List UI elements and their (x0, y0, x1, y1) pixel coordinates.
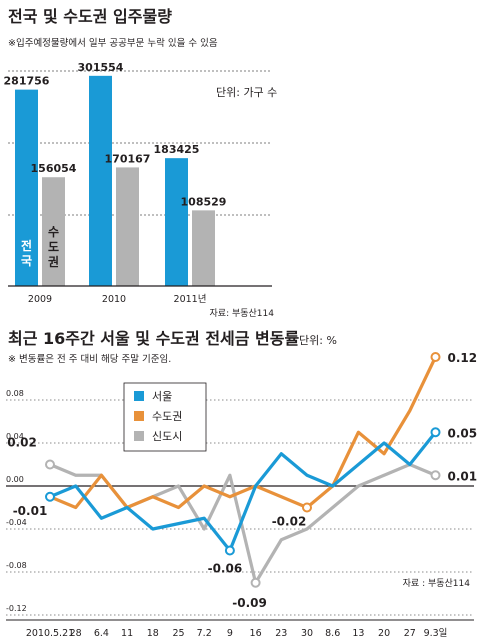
y-tick-label: -0.08 (6, 561, 27, 570)
legend-label: 신도시 (152, 430, 182, 443)
bar-capital-2 (192, 210, 215, 286)
line-chart-note: ※ 변동률은 전 주 대비 해당 주말 기준임. (8, 353, 171, 365)
bar-value-label: 108529 (181, 195, 227, 208)
point-value-label: 0.05 (448, 426, 478, 440)
point-value-label: 0.02 (7, 436, 37, 450)
series-line-0 (49, 431, 437, 553)
x-tick-label: 2010.5.21 (26, 628, 74, 639)
bar-value-label: 301554 (78, 61, 124, 74)
x-tick-label: 27 (404, 628, 416, 639)
bar-category-label: 2011년 (174, 294, 207, 305)
point-value-label: -0.02 (272, 515, 307, 529)
legend-label: 서울 (152, 390, 172, 403)
bar-chart-source: 자료: 부동산114 (210, 308, 275, 319)
supply-bar-chart: 전국 및 수도권 입주물량 ※입주예정물량에서 일부 공공부문 누락 있을 수 … (4, 7, 278, 319)
bar-value-label: 170167 (105, 152, 151, 165)
y-tick-label: -0.04 (6, 518, 27, 527)
point-value-label: -0.06 (208, 562, 243, 576)
point-value-label: -0.01 (13, 504, 48, 518)
line-chart-title: 최근 16주간 서울 및 수도권 전세금 변동률 (8, 329, 299, 348)
point-marker (45, 491, 55, 502)
bar-value-label: 281756 (4, 75, 50, 88)
bar-category-label: 2010 (102, 294, 126, 305)
point-marker (430, 470, 441, 481)
y-tick-label: 0.08 (6, 389, 24, 398)
y-tick-label: 0.04 (6, 432, 24, 441)
jeonse-line-chart: 최근 16주간 서울 및 수도권 전세금 변동률 단위: % ※ 변동률은 전 … (6, 329, 477, 639)
x-tick-label: 6.4 (94, 628, 109, 639)
x-tick-label: 9 (227, 628, 233, 639)
point-value-label: -0.09 (232, 596, 267, 610)
bar-chart-unit: 단위: 가구 수 (216, 86, 277, 99)
x-tick-label: 11 (121, 628, 133, 639)
bar-national-0 (15, 89, 38, 286)
x-tick-label: 28 (70, 628, 82, 639)
x-tick-label: 25 (172, 628, 184, 639)
x-tick-label: 18 (147, 628, 159, 639)
bar-chart-title: 전국 및 수도권 입주물량 (8, 7, 172, 26)
x-tick-label: 23 (275, 628, 287, 639)
point-marker (45, 459, 55, 470)
bar-chart-note: ※입주예정물량에서 일부 공공부문 누락 있을 수 있음 (8, 37, 218, 49)
line-chart-source: 자료 : 부동산114 (403, 578, 471, 589)
x-tick-label: 20 (378, 628, 390, 639)
legend-swatch (134, 391, 144, 401)
x-tick-label: 13 (352, 628, 364, 639)
bar-category-label: 2009 (28, 294, 52, 305)
x-tick-label: 8.6 (325, 628, 340, 639)
point-marker (224, 545, 235, 556)
legend-label: 수도권 (152, 410, 182, 423)
point-value-label: 0.01 (448, 469, 478, 483)
bar-value-label: 183425 (154, 143, 200, 156)
bar-value-label: 156054 (31, 162, 77, 175)
y-tick-label: -0.12 (6, 604, 27, 613)
bar-capital-1 (116, 167, 139, 286)
x-tick-label: 16 (250, 628, 262, 639)
legend-swatch (134, 411, 144, 421)
bar-national-1 (89, 75, 112, 287)
y-tick-label: 0.00 (6, 475, 24, 484)
bar-capital-0 (42, 177, 65, 286)
point-marker (302, 502, 312, 513)
series-line-1 (49, 356, 437, 510)
line-chart-unit: 단위: % (299, 334, 337, 347)
point-marker (250, 577, 261, 588)
x-tick-label: 9.3일 (424, 628, 448, 639)
point-value-label: 0.12 (448, 351, 478, 365)
point-marker (430, 352, 441, 362)
point-marker (430, 427, 441, 438)
x-tick-label: 30 (301, 628, 313, 639)
bar-national-2 (165, 158, 188, 286)
legend-swatch (134, 431, 144, 441)
x-tick-label: 7.2 (197, 628, 212, 639)
